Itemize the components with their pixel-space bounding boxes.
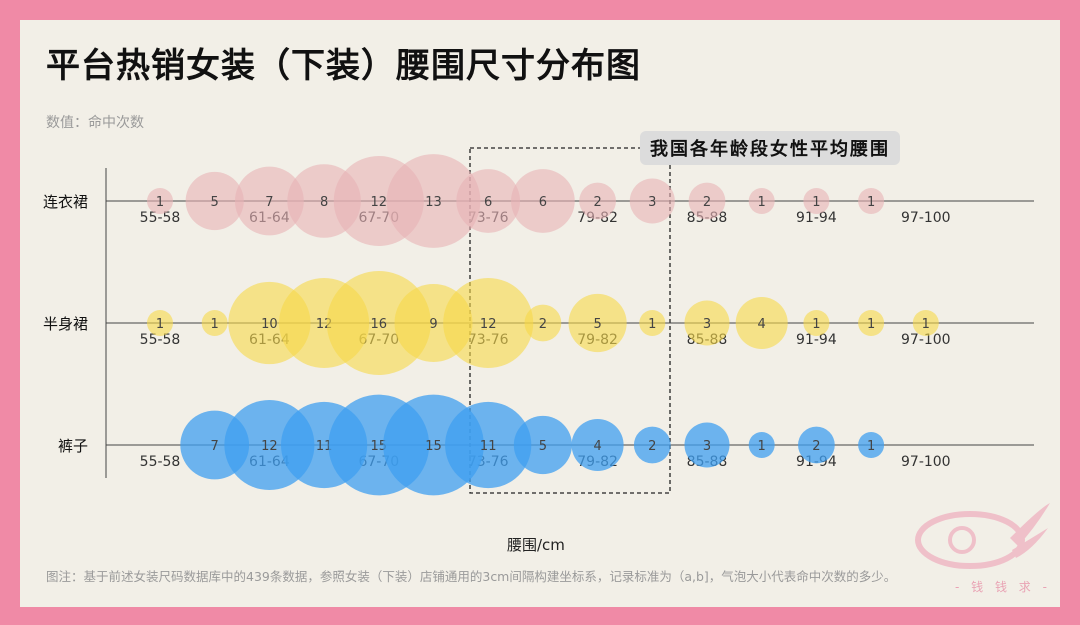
bubble-value-label: 1 [156, 317, 164, 332]
bubble-value-label: 3 [703, 439, 711, 454]
bubble [443, 277, 534, 369]
bubble [858, 188, 885, 214]
bubble-value-label: 2 [593, 195, 601, 210]
bubble [235, 166, 304, 236]
footnote: 图注：基于前述女装尺码数据库中的439条数据，参照女装（下装）店铺通用的3cm间… [46, 569, 897, 584]
average-waist-callout: 我国各年龄段女性平均腰围 [640, 131, 900, 165]
bubble-value-label: 1 [758, 439, 766, 454]
bubble-value-label: 2 [703, 195, 711, 210]
logo-text: - 钱 钱 求 - [955, 580, 1051, 594]
bubble-value-label: 12 [261, 439, 278, 454]
bubble-chart: 连衣裙55-5861-6467-7073-7679-8285-8891-9497… [43, 147, 1034, 496]
chart-title: 平台热销女装（下装）腰围尺寸分布图 [46, 46, 641, 86]
bubble-value-label: 2 [648, 439, 656, 454]
bubble-value-label: 1 [211, 317, 219, 332]
bubble-value-label: 1 [867, 317, 875, 332]
x-tick-label: 91-94 [796, 332, 837, 348]
bubble [147, 310, 173, 336]
bubble [858, 432, 885, 458]
bubble [511, 169, 575, 233]
bubble-value-label: 8 [320, 195, 328, 210]
bubble-value-label: 5 [539, 439, 547, 454]
bubble-value-label: 3 [648, 195, 656, 210]
series-label: 连衣裙 [43, 193, 88, 211]
bubble-value-label: 12 [480, 317, 497, 332]
bubble [147, 188, 173, 214]
x-tick-label: 55-58 [140, 454, 181, 470]
bubble-value-label: 15 [371, 439, 388, 454]
x-tick-label: 97-100 [901, 210, 951, 226]
bubble [684, 300, 730, 346]
bubble-value-label: 1 [812, 317, 820, 332]
bubble-value-label: 3 [703, 317, 711, 332]
bubble-value-label: 11 [480, 439, 497, 454]
bubble-value-label: 6 [484, 195, 492, 210]
bubble-value-label: 4 [758, 317, 766, 332]
bubble [579, 182, 616, 220]
bubble-value-label: 1 [812, 195, 820, 210]
series-label: 裤子 [58, 437, 88, 455]
bubble [456, 169, 521, 233]
bubble-value-label: 1 [156, 195, 164, 210]
bubble-value-label: 1 [867, 195, 875, 210]
bubble-value-label: 1 [922, 317, 930, 332]
bubble-value-label: 9 [429, 317, 437, 332]
bubble [633, 426, 671, 464]
bubble-value-label: 7 [211, 439, 219, 454]
bubble-value-label: 13 [425, 195, 442, 210]
bubble-value-label: 2 [812, 439, 820, 454]
series-label: 半身裙 [43, 315, 88, 333]
bubble [803, 310, 830, 336]
bubble [912, 310, 939, 336]
bubble [386, 154, 481, 248]
bubble-value-label: 10 [261, 317, 278, 332]
bubble-value-label: 15 [425, 439, 442, 454]
bubble [688, 182, 726, 220]
x-tick-label: 55-58 [140, 210, 181, 226]
bubble [201, 310, 228, 336]
bubble [748, 188, 775, 214]
bubble-value-label: 16 [371, 317, 388, 332]
bubble-value-label: 5 [211, 195, 219, 210]
bubble [524, 304, 562, 342]
bubble [445, 401, 532, 489]
bubble-value-label: 4 [593, 439, 601, 454]
x-tick-label: 97-100 [901, 454, 951, 470]
chart-subtitle: 数值：命中次数 [46, 115, 144, 131]
bubble [684, 422, 730, 468]
bubble-value-label: 11 [316, 439, 333, 454]
bubble [185, 171, 244, 231]
x-tick-label: 91-94 [796, 210, 837, 226]
bubble [639, 310, 666, 336]
x-tick-label: 97-100 [901, 332, 951, 348]
bubble-value-label: 12 [371, 195, 388, 210]
bubble [571, 419, 624, 471]
bubble [629, 178, 675, 224]
bubble [735, 297, 788, 349]
bubble-value-label: 2 [539, 317, 547, 332]
bubble [513, 415, 572, 475]
bubble [748, 432, 775, 458]
bubble [858, 310, 885, 336]
bubble [798, 426, 835, 464]
x-tick-label: 55-58 [140, 332, 181, 348]
chart-card: 平台热销女装（下装）腰围尺寸分布图 数值：命中次数 连衣裙55-5861-646… [20, 20, 1060, 607]
bubble-value-label: 5 [593, 317, 601, 332]
bubble [568, 293, 627, 353]
bubble-value-label: 1 [867, 439, 875, 454]
bubble-value-label: 6 [539, 195, 547, 210]
bubble-value-label: 1 [648, 317, 656, 332]
bubble-value-label: 7 [265, 195, 273, 210]
bubble [803, 188, 830, 214]
bubble-value-label: 1 [758, 195, 766, 210]
x-axis-title-text: 腰围/cm [507, 536, 565, 554]
brand-logo [915, 503, 1050, 569]
